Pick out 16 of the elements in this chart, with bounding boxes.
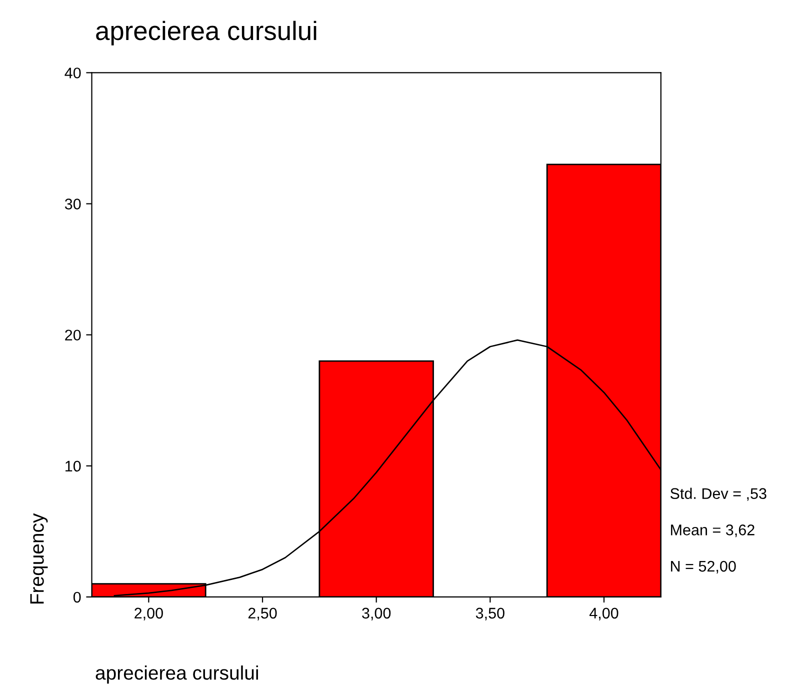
y-axis-title: Frequency [30,513,48,604]
text: Mean = 3,62 [671,524,754,538]
y-tick-label: 10 [66,460,81,472]
x-tick-label: 2,50 [248,608,277,620]
x-tick-label: 3,50 [476,608,504,620]
y-tick-label: 20 [65,330,81,341]
x-axis-title: aprecierea cursului [96,665,258,684]
x-tick-label: 3,00 [362,608,391,620]
x-tick-label: 4,00 [589,608,618,620]
text: N = 52,00 [671,560,736,574]
y-tick-label: 30 [64,198,81,210]
text: Std. Dev = ,53 [670,488,766,501]
chart-title: aprecierea cursului [96,20,316,46]
y-tick-label: 40 [64,68,81,78]
x-tick-label: 2,00 [134,608,163,620]
y-tick-label: 0 [73,592,81,603]
